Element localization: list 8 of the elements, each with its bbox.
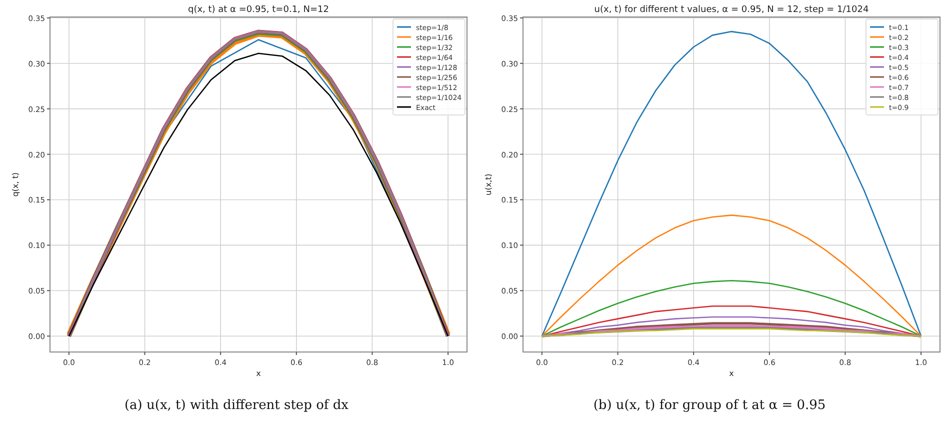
y-axis-title: q(x, t) — [11, 172, 20, 197]
text: (b) u(x, t) for group of t at α = 0.95 — [593, 398, 826, 413]
x-axis-title: x — [256, 369, 262, 378]
y-axis-title: u(x,t) — [484, 174, 493, 196]
text: (a) u(x, t) with different step of dx — [124, 398, 350, 413]
chart-title: q(x, t) at α =0.95, t=0.1, N=12 — [188, 5, 330, 15]
x-axis-title: x — [729, 369, 734, 378]
chart-title: u(x, t) for different t values, α = 0.95, N = 12, step = 1/1024 — [594, 5, 869, 15]
